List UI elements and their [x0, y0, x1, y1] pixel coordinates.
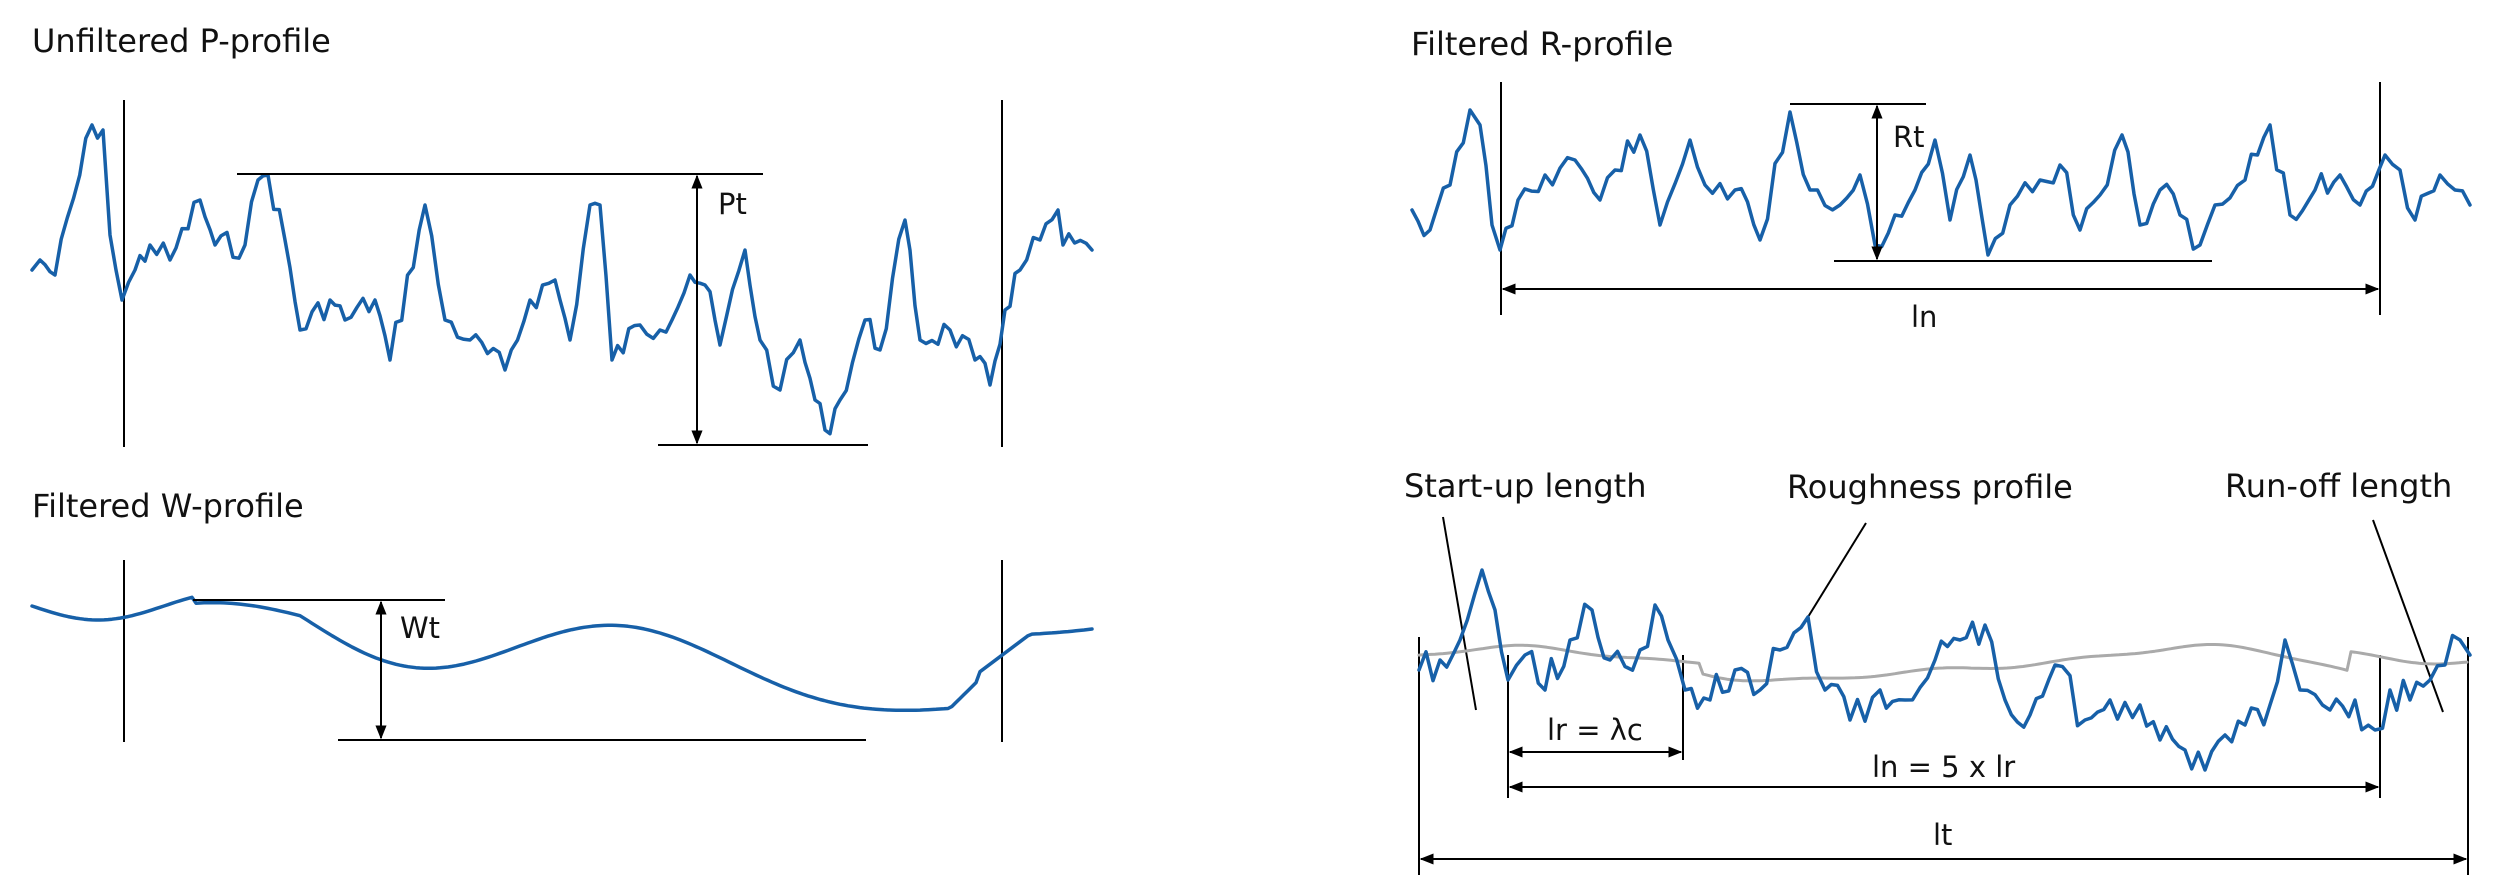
startup-length-label: Start-up length [1404, 467, 1646, 505]
r-profile-panel: Filtered R-profile Rt ln [1410, 25, 2472, 334]
ln-label: ln = 5 x lr [1872, 750, 2015, 784]
r-ln-label: ln [1911, 300, 1937, 334]
r-profile-title: Filtered R-profile [1411, 25, 1673, 63]
startup-leader-line [1442, 516, 1477, 711]
r-profile-curve [1410, 108, 2472, 257]
lengths-panel: Start-up length Roughness profile Run-of… [1404, 467, 2472, 875]
mean-line-curve [1417, 643, 2469, 683]
pt-label: Pt [718, 187, 747, 221]
lt-label: lt [1933, 818, 1952, 852]
lr-label: lr = λc [1547, 713, 1643, 747]
p-profile-panel: Unfiltered P-profile Pt [30, 22, 1094, 447]
rt-label: Rt [1893, 120, 1925, 154]
roughness-profile-label: Roughness profile [1787, 468, 2073, 506]
runoff-leader-line [2372, 519, 2444, 713]
w-profile-panel: Filtered W-profile Wt [30, 487, 1094, 742]
roughness-leader-line [1807, 522, 1867, 618]
wt-label: Wt [400, 611, 440, 645]
p-profile-curve [30, 123, 1094, 436]
w-profile-title: Filtered W-profile [32, 487, 304, 525]
roughness-profile-curve [1417, 568, 2472, 772]
w-profile-curve [30, 595, 1094, 713]
runoff-length-label: Run-off length [2225, 467, 2452, 505]
p-profile-title: Unfiltered P-profile [32, 22, 331, 60]
